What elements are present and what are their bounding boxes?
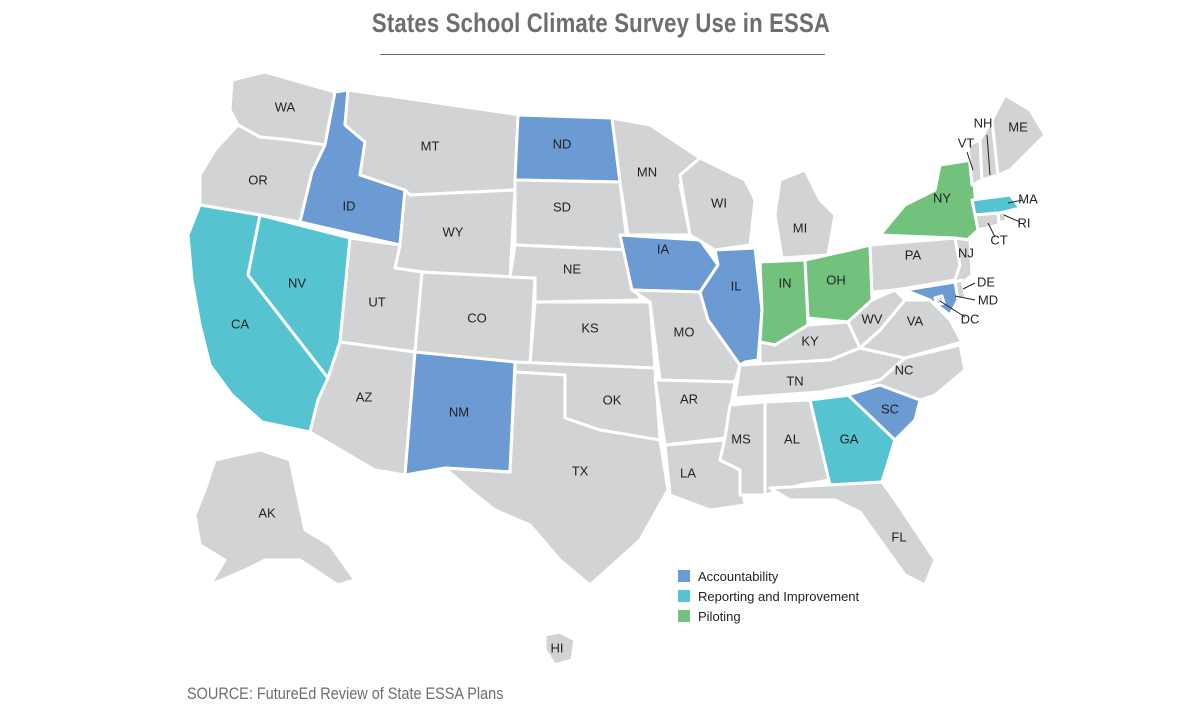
- label-SD: SD: [553, 199, 571, 214]
- state-DC[interactable]: [933, 294, 946, 307]
- label-MT: MT: [421, 138, 440, 153]
- label-AZ: AZ: [356, 389, 373, 404]
- legend-item-accountability: Accountability: [678, 566, 859, 586]
- state-NY[interactable]: [878, 158, 980, 247]
- label-NJ: NJ: [958, 245, 974, 260]
- state-WI[interactable]: [678, 156, 757, 252]
- label-GA: GA: [840, 431, 859, 446]
- label-ND: ND: [553, 136, 572, 151]
- state-AK[interactable]: [193, 448, 357, 587]
- label-LA: LA: [680, 465, 696, 480]
- label-UT: UT: [368, 294, 385, 309]
- label-AL: AL: [784, 431, 800, 446]
- label-VA: VA: [907, 313, 924, 328]
- legend-label: Reporting and Improvement: [698, 588, 860, 604]
- legend-swatch-piloting: [678, 610, 690, 622]
- state-SD[interactable]: [513, 178, 630, 252]
- label-KS: KS: [581, 320, 599, 335]
- label-ID: ID: [343, 198, 356, 213]
- state-AR[interactable]: [653, 378, 737, 447]
- label-MS: MS: [731, 431, 751, 446]
- state-AL[interactable]: [763, 398, 832, 497]
- label-IN: IN: [779, 275, 792, 290]
- legend-item-reporting: Reporting and Improvement: [678, 586, 859, 606]
- label-MO: MO: [674, 324, 695, 339]
- label-NY: NY: [933, 190, 951, 205]
- label-DE: DE: [977, 274, 995, 289]
- label-NC: NC: [895, 362, 914, 377]
- label-WV: WV: [862, 311, 883, 326]
- state-HI[interactable]: [543, 630, 577, 667]
- state-ME[interactable]: [990, 93, 1047, 177]
- label-WA: WA: [275, 99, 296, 114]
- legend-item-piloting: Piloting: [678, 606, 859, 626]
- label-OK: OK: [603, 392, 622, 407]
- label-KY: KY: [801, 333, 819, 348]
- label-FL: FL: [891, 529, 906, 544]
- label-OH: OH: [826, 272, 846, 287]
- label-NH: NH: [974, 115, 993, 130]
- state-labels: WA OR CA NV ID MT WY UT AZ CO NM ND SD N…: [231, 99, 1038, 655]
- label-NV: NV: [288, 275, 306, 290]
- label-SC: SC: [881, 401, 899, 416]
- label-AR: AR: [680, 391, 698, 406]
- leader-lines: [939, 134, 1024, 318]
- label-HI: HI: [551, 640, 564, 655]
- label-AK: AK: [258, 505, 276, 520]
- label-DC: DC: [961, 311, 980, 326]
- state-FL[interactable]: [768, 480, 937, 587]
- label-MI: MI: [793, 220, 807, 235]
- state-MA[interactable]: [970, 193, 1022, 217]
- label-MA: MA: [1018, 191, 1038, 206]
- label-MD: MD: [978, 292, 998, 307]
- label-IL: IL: [731, 278, 742, 293]
- label-CO: CO: [467, 310, 487, 325]
- source-note: SOURCE: FutureEd Review of State ESSA Pl…: [187, 684, 504, 703]
- label-CT: CT: [990, 232, 1007, 247]
- label-NE: NE: [563, 261, 581, 276]
- state-GA[interactable]: [808, 393, 897, 487]
- title-divider: [380, 54, 825, 55]
- legend-swatch-reporting: [678, 590, 690, 602]
- legend-label: Piloting: [698, 608, 741, 624]
- label-CA: CA: [231, 316, 249, 331]
- legend-label: Accountability: [698, 568, 779, 584]
- label-PA: PA: [905, 247, 922, 262]
- legend-swatch-accountability: [678, 570, 690, 582]
- label-WI: WI: [711, 195, 727, 210]
- label-RI: RI: [1018, 215, 1031, 230]
- label-WY: WY: [443, 224, 464, 239]
- label-TX: TX: [572, 463, 589, 478]
- label-TN: TN: [786, 373, 803, 388]
- state-CT[interactable]: [973, 211, 1001, 232]
- state-WV[interactable]: [846, 288, 907, 350]
- label-ME: ME: [1008, 119, 1028, 134]
- label-MN: MN: [637, 164, 657, 179]
- legend: Accountability Reporting and Improvement…: [678, 566, 859, 626]
- label-OR: OR: [248, 172, 268, 187]
- map-title: States School Climate Survey Use in ESSA: [371, 8, 831, 38]
- label-VT: VT: [958, 135, 975, 150]
- state-MI[interactable]: [773, 168, 837, 260]
- label-NM: NM: [449, 404, 469, 419]
- label-IA: IA: [657, 241, 670, 256]
- state-MD[interactable]: [903, 280, 960, 317]
- state-TX[interactable]: [443, 370, 670, 587]
